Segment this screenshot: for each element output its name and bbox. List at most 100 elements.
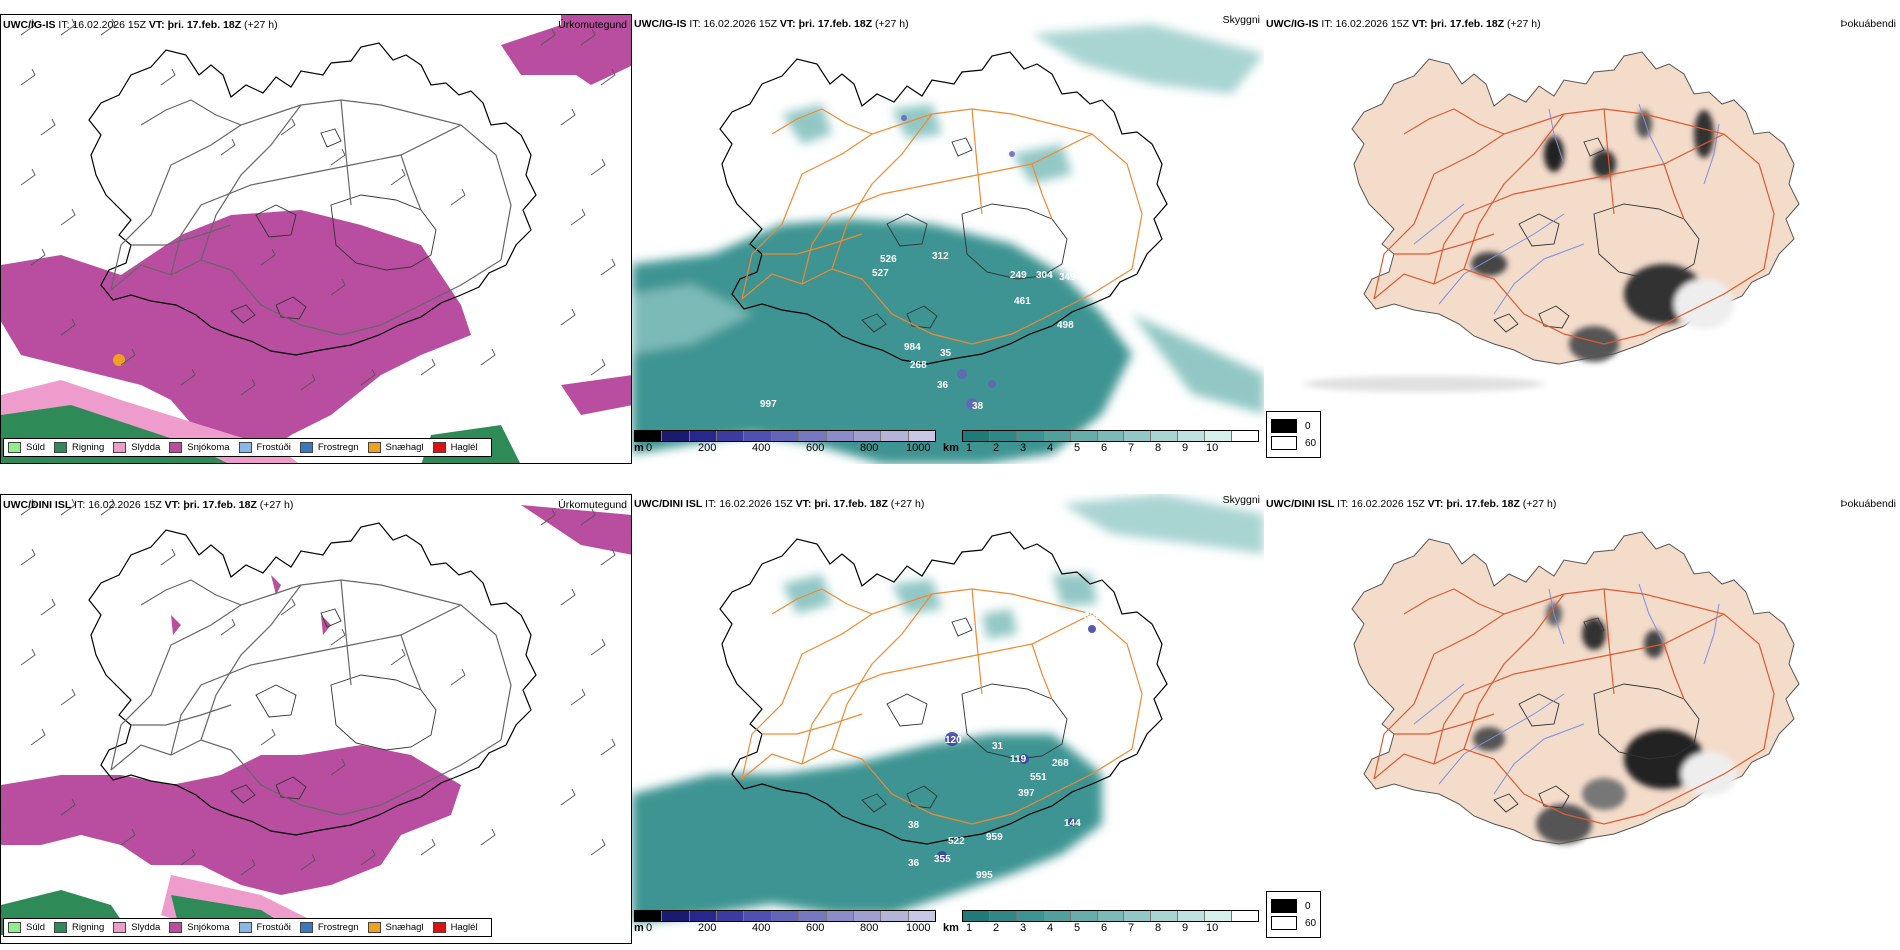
ceiling-label: 36 [908,858,920,869]
ceiling-label: 551 [1030,772,1047,783]
visibility-tick: 5 [1074,922,1081,934]
ceiling-label: 349 [1059,272,1076,283]
visibility-tick: 2 [993,922,1000,934]
ceiling-tick: 0 [646,442,653,454]
legend-swatch [299,922,313,933]
colorbars: m 0 200 400 600 800 1000 km 1 2 3 4 5 6 … [632,430,1262,460]
fog-map-panel-row1: UWC/IG-IS IT: 16.02.2026 15Z VT: þri. 17… [1264,14,1900,464]
ceiling-tick: 1000 [906,442,931,454]
legend-item-rain: Rigning [54,922,104,933]
visibility-unit: km [943,442,959,454]
ceiling-colorbar [634,910,936,922]
fog-legend-item: 0 [1271,419,1316,433]
precip-map [1,498,631,935]
ceiling-tick: 600 [806,442,825,454]
ceiling-label: 268 [1052,758,1069,769]
ceiling-label: 38 [908,820,920,831]
fog-legend: 0 60 [1266,891,1322,938]
ceiling-spots [901,115,1015,410]
legend-swatch [169,442,183,453]
ceiling-label: 268 [910,360,927,371]
land-area [1351,531,1800,845]
ceiling-tick: 400 [752,442,771,454]
legend-item-snow-pellets: Snæhagl [367,922,424,933]
ceiling-label: 36 [937,380,949,391]
ceiling-label: 397 [1018,788,1035,799]
ceiling-label: 461 [1014,296,1031,307]
ceiling-colorbar [634,430,936,442]
ceiling-label: 304 [1036,270,1053,281]
map-title: UWC/IG-IS IT: 16.02.2026 15Z VT: þri. 17… [1266,18,1541,30]
legend-swatch [1271,899,1297,913]
visibility-tick: 2 [993,442,1000,454]
ceiling-label: 249 [1010,270,1027,281]
visibility-tick: 4 [1047,442,1054,454]
ceiling-label: 526 [880,254,897,265]
ceiling-tick: 1000 [906,922,931,934]
ceiling-unit: m [634,442,644,454]
visibility-tick: 1 [966,442,973,454]
fog-legend-item: 60 [1271,436,1316,450]
fog-map [1351,531,1800,845]
visibility-colorbar [962,910,1259,922]
snow-area-ne [521,505,631,555]
ceiling-label: 522 [948,836,965,847]
snow-area [1,745,461,895]
precip-map-panel-row1: UWC/IG-IS IT: 16.02.2026 15Z VT: þri. 17… [0,14,632,464]
visibility-unit: km [943,922,959,934]
ceiling-label: 995 [976,870,993,881]
ceiling-label: 31 [992,741,1004,752]
visibility-tick: 3 [1020,442,1027,454]
colorbars: m 0 200 400 600 800 1000 km 1 2 3 4 5 6 … [632,910,1262,940]
legend-swatch [169,922,183,933]
panel-type-label: Úrkomutegund [558,499,627,511]
legend-item-drizzle: Súld [8,922,45,933]
visibility-tick: 7 [1128,442,1135,454]
ceiling-label: 312 [932,251,949,262]
legend-swatch [8,922,21,933]
precip-legend: Súld Rigning Slydda Snjókoma Frostúði Fr… [3,918,492,937]
legend-swatch [432,922,446,933]
visibility-tick: 4 [1047,922,1054,934]
ceiling-label: 38 [972,401,984,412]
ceiling-spots [937,625,1096,861]
ceiling-label: 498 [1057,320,1074,331]
fog-index-areas [1473,602,1737,844]
legend-item-snow: Snjókoma [169,922,230,933]
fog-map [1304,51,1800,392]
snow-area-ne [501,15,631,415]
ceiling-label: 303 [1084,611,1101,622]
legend-swatch [8,442,21,453]
panel-type-label: Skyggni [1222,14,1260,26]
ceiling-tick: 200 [698,922,717,934]
ceiling-label: 119 [1010,754,1027,765]
visibility-tick: 5 [1074,442,1081,454]
ceiling-tick: 0 [646,922,653,934]
snow-pellet-area [113,354,125,366]
low-vis-area [632,219,1132,464]
ceiling-label: 997 [760,399,777,410]
legend-item-hail: Haglél [432,442,478,453]
ceiling-label: 355 [934,854,951,865]
low-vis-area [632,734,1102,924]
visibility-tick: 10 [1206,922,1219,934]
ceiling-label: 120 [945,735,962,746]
fog-legend: 0 60 [1266,411,1322,458]
precip-map-panel-row2: UWC/DINI ISL IT: 16.02.2026 15Z VT: þri.… [0,494,632,944]
legend-swatch [1271,419,1297,433]
legend-item-sleet: Slydda [113,922,160,933]
ceiling-tick: 800 [860,442,879,454]
ceiling-label: 959 [986,832,1003,843]
legend-item-freezing-rain: Frostregn [299,442,359,453]
ceiling-tick: 800 [860,922,879,934]
visibility-tick: 7 [1128,922,1135,934]
visibility-tick: 10 [1206,442,1219,454]
visibility-map-panel-row1: UWC/IG-IS IT: 16.02.2026 15Z VT: þri. 17… [632,14,1264,464]
map-title: UWC/IG-IS IT: 16.02.2026 15Z VT: þri. 17… [3,19,278,31]
legend-swatch [238,442,252,453]
ceiling-label: 35 [940,348,952,359]
visibility-tick: 9 [1182,922,1189,934]
map-title: UWC/IG-IS IT: 16.02.2026 15Z VT: þri. 17… [634,18,909,30]
visibility-tick: 6 [1101,922,1108,934]
ceiling-label-group: 526 312 527 249 304 349 461 498 984 35 2… [760,251,1076,412]
